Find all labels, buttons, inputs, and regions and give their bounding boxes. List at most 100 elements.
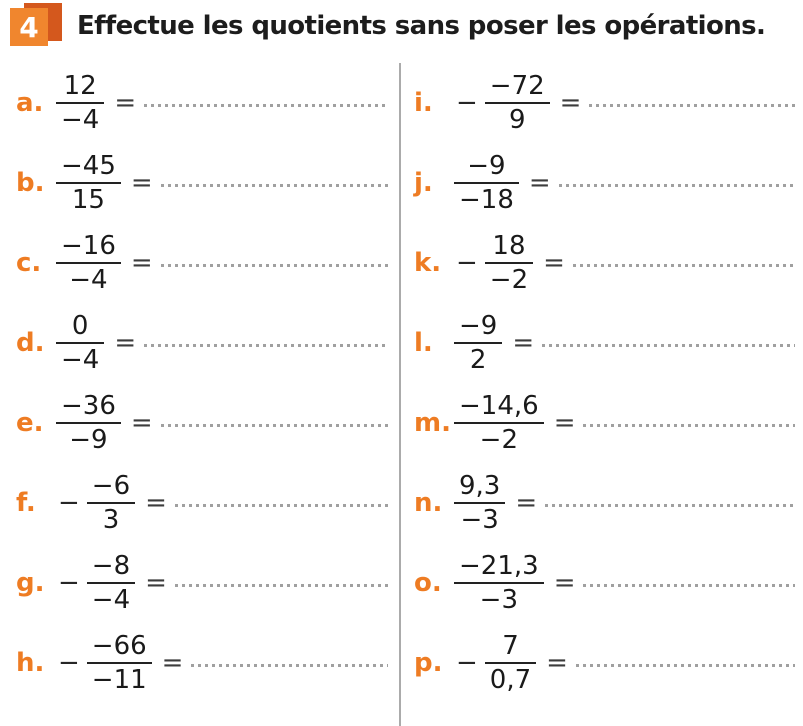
fraction-denominator: −18 — [454, 182, 519, 217]
item-label: k. — [414, 248, 442, 278]
fraction: 18 −2 — [484, 230, 534, 297]
equals-sign: = — [553, 568, 576, 598]
leading-minus-sign: − — [58, 488, 80, 518]
item-label: l. — [414, 328, 433, 358]
fraction-numerator: −9 — [467, 150, 506, 181]
leading-minus-sign: − — [456, 648, 478, 678]
fraction-numerator: −36 — [61, 390, 116, 421]
item-label: o. — [414, 568, 442, 598]
quotient-item: p. − 7 0,7 = — [414, 623, 795, 703]
leading-minus-sign: − — [456, 88, 478, 118]
answer-dotted-line — [144, 343, 388, 347]
fraction-numerator: −6 — [91, 470, 131, 501]
fraction-denominator: −2 — [454, 422, 544, 457]
quotient-item: e. − −36 −9 = — [16, 383, 388, 463]
equals-sign: = — [130, 248, 153, 278]
exercise-columns: a. − 12 −4 = b. − −45 15 = c. − −16 −4 =… — [0, 63, 803, 726]
fraction-denominator: 9 — [484, 102, 550, 137]
fraction-denominator: 2 — [454, 342, 503, 377]
leading-minus-sign: − — [58, 568, 80, 598]
answer-dotted-line — [589, 103, 795, 107]
item-label: m. — [414, 408, 451, 438]
fraction: −6 3 — [86, 470, 136, 537]
answer-dotted-line — [160, 263, 388, 267]
quotient-item: a. − 12 −4 = — [16, 63, 388, 143]
item-label: c. — [16, 248, 42, 278]
quotient-item: n. − 9,3 −3 = — [414, 463, 795, 543]
fraction-numerator: −9 — [459, 310, 498, 341]
fraction: −45 15 — [56, 150, 121, 217]
fraction-numerator: 0 — [71, 310, 89, 341]
fraction-denominator: 0,7 — [484, 662, 537, 697]
answer-dotted-line — [575, 663, 795, 667]
answer-dotted-line — [545, 503, 795, 507]
fraction-numerator: −16 — [61, 230, 116, 261]
fraction: −72 9 — [484, 70, 550, 137]
item-label: a. — [16, 88, 44, 118]
fraction: −14,6 −2 — [454, 390, 544, 457]
fraction-denominator: −4 — [56, 262, 121, 297]
fraction-numerator: −21,3 — [459, 550, 539, 581]
answer-dotted-line — [174, 503, 388, 507]
equals-sign: = — [114, 88, 137, 118]
equals-sign: = — [130, 408, 153, 438]
fraction-denominator: 15 — [56, 182, 121, 217]
fraction-denominator: −3 — [454, 502, 506, 537]
fraction: −66 −11 — [86, 630, 152, 697]
item-label: b. — [16, 168, 45, 198]
fraction-numerator: 18 — [492, 230, 526, 261]
equals-sign: = — [145, 488, 167, 518]
answer-dotted-line — [583, 583, 795, 587]
equals-sign: = — [130, 168, 153, 198]
fraction-numerator: −14,6 — [459, 390, 539, 421]
fraction-numerator: −45 — [61, 150, 116, 181]
fraction: −8 −4 — [86, 550, 136, 617]
quotient-item: l. − −9 2 = — [414, 303, 795, 383]
answer-dotted-line — [144, 103, 388, 107]
fraction-denominator: −4 — [56, 342, 105, 377]
fraction-denominator: 3 — [86, 502, 136, 537]
equals-sign: = — [559, 88, 582, 118]
item-label: i. — [414, 88, 433, 118]
quotient-item: c. − −16 −4 = — [16, 223, 388, 303]
fraction: 0 −4 — [56, 310, 105, 377]
answer-dotted-line — [583, 423, 795, 427]
item-label: f. — [16, 488, 36, 518]
equals-sign: = — [145, 568, 167, 598]
equals-sign: = — [114, 328, 137, 358]
fraction-numerator: 9,3 — [459, 470, 501, 501]
item-label: d. — [16, 328, 45, 358]
quotient-item: b. − −45 15 = — [16, 143, 388, 223]
fraction-denominator: −9 — [56, 422, 121, 457]
fraction: −9 −18 — [454, 150, 519, 217]
quotient-item: f. − −6 3 = — [16, 463, 388, 543]
quotient-item: d. − 0 −4 = — [16, 303, 388, 383]
fraction-denominator: −4 — [56, 102, 105, 137]
quotient-item: k. − 18 −2 = — [414, 223, 795, 303]
fraction-numerator: 7 — [502, 630, 519, 661]
quotient-item: g. − −8 −4 = — [16, 543, 388, 623]
item-label: p. — [414, 648, 443, 678]
badge-number: 4 — [10, 8, 48, 46]
right-column: i. − −72 9 = j. − −9 −18 = k. − 18 −2 = … — [400, 63, 803, 726]
item-label: e. — [16, 408, 44, 438]
fraction-denominator: −11 — [86, 662, 152, 697]
fraction: −36 −9 — [56, 390, 121, 457]
quotient-item: i. − −72 9 = — [414, 63, 795, 143]
equals-sign: = — [528, 168, 551, 198]
fraction: 12 −4 — [56, 70, 105, 137]
item-label: g. — [16, 568, 45, 598]
quotient-item: h. − −66 −11 = — [16, 623, 388, 703]
fraction-numerator: −66 — [91, 630, 147, 661]
fraction: −16 −4 — [56, 230, 121, 297]
answer-dotted-line — [542, 343, 795, 347]
exercise-header: 4 Effectue les quotients sans poser les … — [0, 0, 803, 63]
fraction-numerator: −72 — [489, 70, 545, 101]
quotient-item: m. − −14,6 −2 = — [414, 383, 795, 463]
quotient-item: o. − −21,3 −3 = — [414, 543, 795, 623]
fraction-denominator: −3 — [454, 582, 544, 617]
answer-dotted-line — [160, 183, 388, 187]
leading-minus-sign: − — [456, 248, 478, 278]
leading-minus-sign: − — [58, 648, 80, 678]
answer-dotted-line — [191, 663, 388, 667]
